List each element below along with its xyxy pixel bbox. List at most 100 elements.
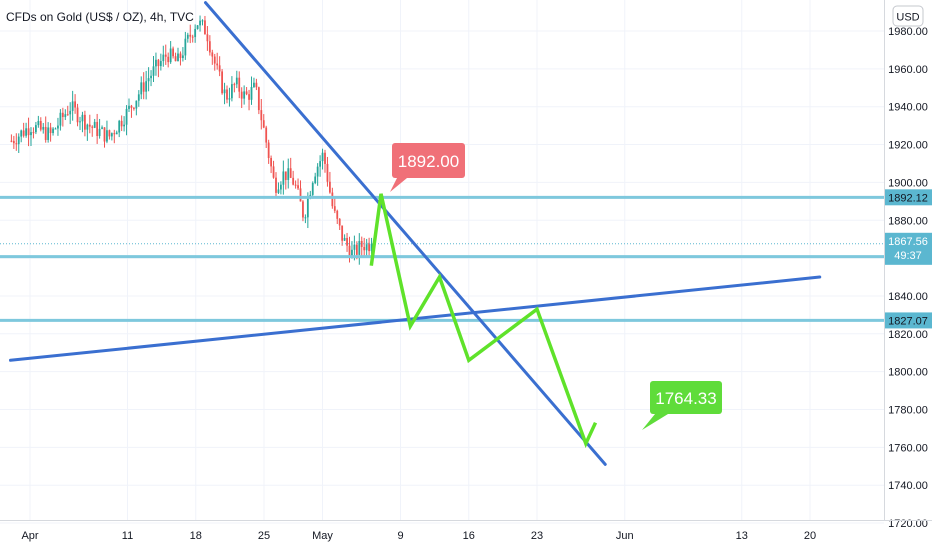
time-tick-label: 23 — [531, 530, 543, 542]
price-badge — [885, 232, 932, 265]
candle-body — [267, 142, 270, 158]
horizontal-levels[interactable] — [0, 195, 884, 322]
candle-body — [17, 136, 20, 145]
candle-body — [204, 20, 206, 35]
candle-body — [248, 94, 250, 100]
candle-body — [299, 188, 302, 202]
candle-body — [30, 132, 32, 136]
candle-body — [360, 240, 363, 247]
time-tick-label: 18 — [190, 530, 202, 542]
candle-body — [333, 206, 336, 211]
candle-body — [213, 56, 216, 64]
candle-body — [199, 20, 201, 26]
candle-body — [306, 198, 309, 218]
price-badge-label: 1827.07 — [888, 315, 928, 327]
candle-body — [223, 89, 226, 94]
candle-body — [61, 112, 64, 118]
trendline-descending[interactable] — [204, 1, 607, 466]
candle-body — [351, 249, 353, 258]
candle-body — [208, 41, 211, 53]
time-tick-label: 11 — [122, 530, 133, 542]
time-tick-label: 13 — [736, 530, 748, 542]
time-tick-label: Apr — [21, 530, 38, 542]
candle-body — [289, 168, 292, 178]
candle-body — [358, 240, 361, 255]
candle-body — [329, 181, 331, 193]
candle-body — [277, 189, 280, 193]
projected-path-line[interactable] — [369, 193, 598, 449]
candle-body — [341, 225, 344, 241]
candle-body — [302, 201, 304, 218]
candle-body — [321, 152, 324, 162]
candle-body — [355, 244, 358, 255]
callout-green[interactable]: 1764.33 — [642, 381, 722, 430]
candle-body — [255, 82, 258, 88]
candles — [10, 15, 373, 265]
candle-body — [106, 130, 108, 142]
candle-body — [74, 101, 76, 108]
candle-body — [231, 84, 233, 99]
callout-red[interactable]: 1892.00 — [390, 143, 465, 192]
candle-body — [22, 130, 25, 136]
candle-body — [115, 132, 118, 135]
candle-body — [118, 120, 121, 133]
candle-body — [145, 81, 148, 92]
candle-body — [157, 59, 160, 67]
candle-body — [338, 218, 341, 226]
candle-body — [79, 121, 81, 123]
candle-body — [294, 184, 297, 186]
candle-body — [179, 53, 182, 59]
candle-body — [316, 166, 319, 177]
candle-body — [270, 157, 272, 167]
candle-body — [39, 120, 42, 130]
candle-body — [169, 48, 172, 63]
candle-body — [123, 124, 125, 127]
candle-body — [238, 77, 241, 92]
time-tick-label: 25 — [258, 530, 270, 542]
projected-path[interactable] — [369, 193, 598, 449]
candle-body — [120, 120, 123, 127]
candle-body — [189, 34, 192, 37]
candle-body — [93, 121, 96, 128]
candle-body — [216, 63, 219, 66]
candle-body — [84, 114, 86, 130]
candle-body — [177, 53, 179, 62]
candle-body — [253, 82, 255, 87]
candle-body — [282, 171, 285, 185]
candle-body — [206, 34, 209, 42]
grid — [0, 0, 884, 524]
candle-body — [155, 59, 157, 67]
candle-body — [287, 168, 290, 180]
candle-body — [108, 130, 111, 137]
candle-body — [228, 98, 231, 100]
candle-body — [130, 105, 133, 108]
price-badge-label: 1892.12 — [888, 192, 928, 204]
candle-body — [12, 140, 15, 144]
candle-body — [20, 130, 23, 137]
candle-body — [370, 243, 373, 252]
candle-body — [128, 105, 130, 109]
currency-button[interactable]: USD — [892, 5, 924, 27]
candle-body — [240, 91, 243, 99]
candle-body — [365, 242, 368, 251]
time-tick-label: 16 — [463, 530, 475, 542]
candle-body — [69, 110, 72, 115]
candle-body — [15, 143, 18, 145]
candle-body — [49, 127, 52, 134]
candle-body — [54, 128, 57, 130]
candle-body — [326, 163, 329, 182]
candle-body — [57, 125, 59, 129]
candle-body — [27, 128, 30, 136]
candle-body — [184, 38, 187, 56]
candle-body — [284, 171, 287, 180]
candle-body — [353, 244, 356, 250]
candle-body — [211, 52, 214, 57]
time-axis[interactable]: Apr 11 18 25 May 9 16 23 Jun 13 20 — [0, 520, 932, 543]
candle-body — [348, 245, 351, 258]
price-tick-label: 1820.00 — [888, 329, 928, 341]
candle-body — [162, 54, 165, 62]
candle-body — [35, 125, 37, 133]
